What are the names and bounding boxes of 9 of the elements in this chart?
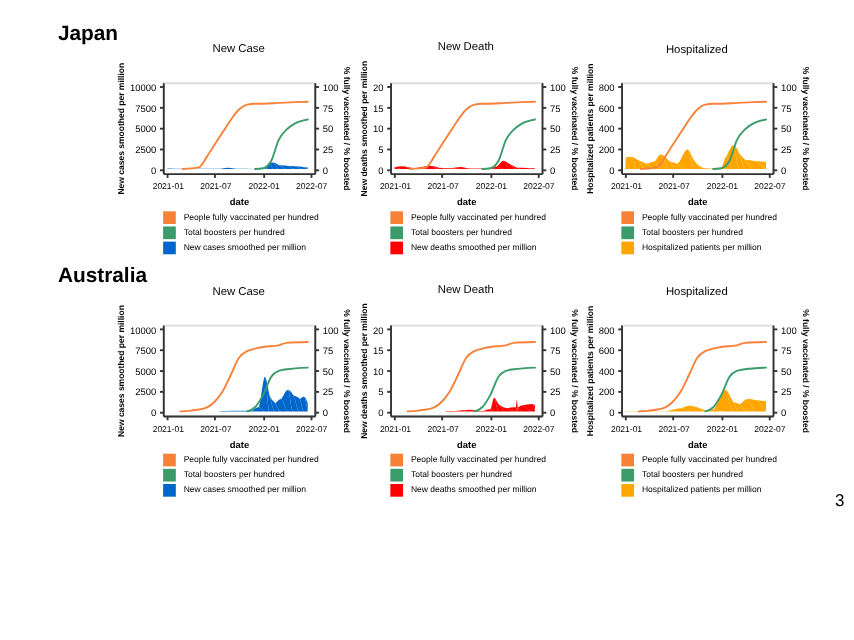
line-series <box>406 341 536 413</box>
text: Australia <box>57 266 148 289</box>
text: 3 <box>835 490 846 511</box>
line-series <box>481 118 536 170</box>
line-series <box>181 100 309 170</box>
line-series <box>179 341 309 413</box>
line-series <box>637 341 767 413</box>
text: Japan <box>57 23 119 46</box>
line-series <box>246 366 309 413</box>
